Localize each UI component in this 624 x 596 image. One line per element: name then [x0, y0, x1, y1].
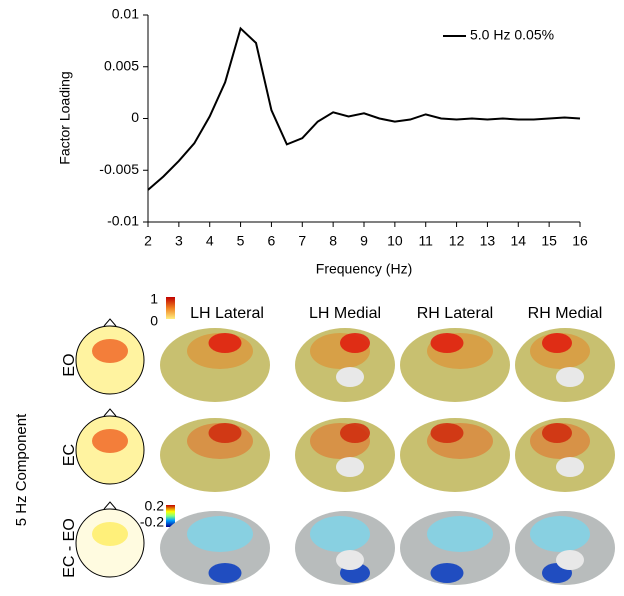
x-tick-label: 9: [360, 233, 368, 249]
x-tick-label: 7: [298, 233, 306, 249]
colorbar: [166, 505, 175, 527]
x-tick-label: 14: [510, 233, 526, 249]
x-tick-label: 10: [387, 233, 403, 249]
scalp-hotspot: [92, 339, 128, 363]
brain-activity-peak: [208, 333, 242, 353]
brain-medial-wall: [336, 367, 364, 387]
scalp-hotspot: [92, 522, 128, 546]
brain-activity-peak: [430, 333, 464, 353]
y-tick-label: -0.01: [107, 213, 139, 229]
legend-label: 5.0 Hz 0.05%: [470, 27, 554, 43]
brain-activity-peak: [340, 423, 370, 443]
y-tick-label: -0.005: [99, 161, 139, 177]
x-tick-label: 15: [541, 233, 557, 249]
brain-activity: [427, 516, 493, 552]
brain-medial-wall: [556, 457, 584, 477]
row-label: EC - EO: [61, 518, 78, 578]
brain-panels: 5 Hz Component 1 0 0.2 -0.2 LH Lateral LH…: [13, 291, 615, 585]
colorbar-label: -0.2: [140, 514, 164, 530]
x-axis-label: Frequency (Hz): [316, 261, 412, 277]
column-header: RH Medial: [528, 305, 603, 322]
brain-medial-wall: [556, 367, 584, 387]
row-label: EC: [61, 444, 78, 466]
scalp-nose: [103, 501, 117, 510]
x-tick-label: 6: [268, 233, 276, 249]
y-tick-label: 0.005: [104, 57, 139, 73]
x-tick-label: 5: [237, 233, 245, 249]
x-tick-label: 8: [329, 233, 337, 249]
brain-activity-peak: [542, 423, 572, 443]
side-label: 5 Hz Component: [13, 413, 30, 526]
brain-activity: [530, 516, 590, 552]
scalp-hotspot: [92, 429, 128, 453]
brain-medial-wall: [336, 457, 364, 477]
x-tick-label: 16: [572, 233, 588, 249]
brain-activity-peak: [542, 333, 572, 353]
x-tick-label: 3: [175, 233, 183, 249]
brain-activity-peak: [430, 563, 464, 583]
brain-activity-peak: [430, 423, 464, 443]
brain-activity: [187, 516, 253, 552]
x-tick-label: 11: [418, 233, 433, 249]
y-tick-label: 0: [131, 109, 139, 125]
colorbar-label: 0: [150, 313, 158, 329]
brain-activity-peak: [208, 563, 242, 583]
line-chart: Frequency (Hz) Factor Loading -0.01 -0.00…: [57, 6, 588, 277]
column-header: LH Lateral: [190, 305, 264, 322]
x-tick-label: 4: [206, 233, 214, 249]
colorbar-label: 1: [150, 291, 158, 307]
x-tick-label: 2: [144, 233, 152, 249]
brain-activity-peak: [208, 423, 242, 443]
scalp-nose: [103, 408, 117, 417]
column-header: LH Medial: [309, 305, 381, 322]
x-tick-label: 12: [449, 233, 465, 249]
brain-medial-wall: [336, 550, 364, 570]
y-axis-label: Factor Loading: [57, 71, 73, 164]
colorbar: [166, 297, 175, 319]
x-tick-label: 13: [480, 233, 496, 249]
colorbar-label: 0.2: [145, 498, 165, 514]
brain-medial-wall: [556, 550, 584, 570]
brain-activity: [310, 516, 370, 552]
y-tick-label: 0.01: [112, 6, 139, 22]
brain-activity-peak: [340, 333, 370, 353]
row-label: EO: [61, 353, 78, 376]
scalp-nose: [103, 318, 117, 327]
data-line: [147, 26, 581, 191]
column-header: RH Lateral: [417, 305, 493, 322]
